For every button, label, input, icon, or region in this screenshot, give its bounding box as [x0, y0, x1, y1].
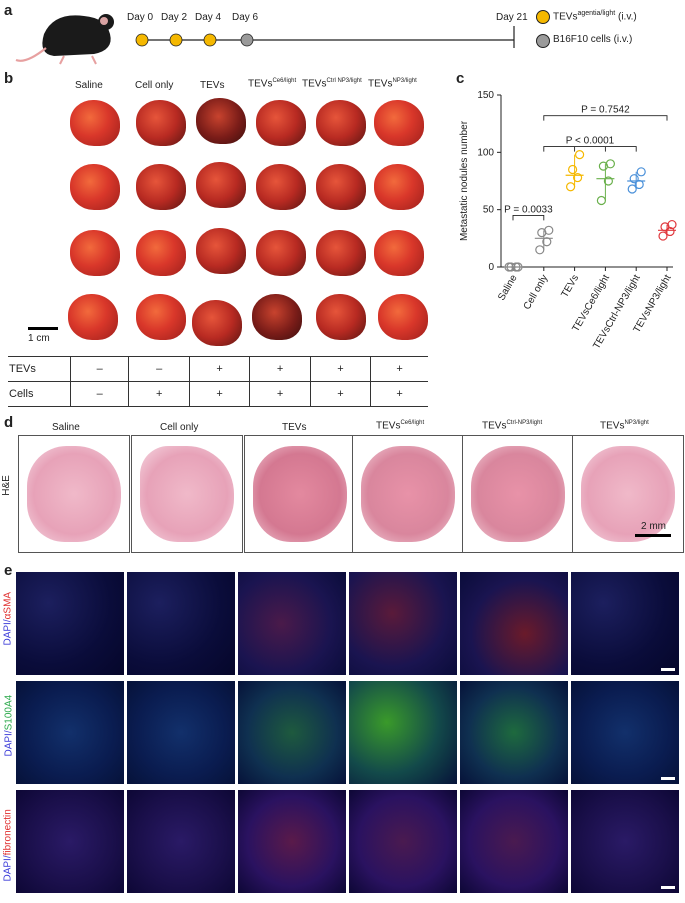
scale-bar	[28, 327, 58, 330]
significance-bracket	[512, 214, 545, 221]
panel-label-c: c	[456, 70, 465, 87]
legend-tevs-dot	[536, 10, 550, 24]
y-tick-label: 50	[483, 205, 495, 216]
data-point	[513, 262, 523, 272]
x-tick-label: Cell only	[522, 273, 551, 312]
group-header: TEVsNP3/light	[368, 78, 417, 90]
day-label: Day 0	[127, 12, 154, 23]
he-scale-bar-label: 2 mm	[641, 521, 666, 532]
x-tick-label: Saline	[496, 273, 520, 303]
data-point	[658, 231, 668, 241]
scale-bar	[661, 886, 675, 889]
y-tick-label: 100	[477, 147, 494, 158]
data-point	[506, 262, 516, 272]
fluor-row-label: DAPI/αSMA	[2, 591, 14, 646]
data-point	[544, 225, 554, 235]
group-header: Cell only	[135, 80, 174, 91]
day-label: Day 2	[161, 12, 188, 23]
data-point	[574, 150, 585, 160]
panel-label-a: a	[4, 2, 13, 19]
p-value-label: P = 0.7542	[581, 105, 630, 116]
he-header: TEVs	[282, 422, 307, 433]
he-image	[131, 435, 243, 553]
data-point	[605, 159, 615, 169]
group-header: TEVs	[200, 80, 225, 91]
he-image	[244, 435, 356, 553]
y-tick-label: 0	[488, 262, 494, 273]
legend-tevs-label: TEVsagentia/light (i.v.)	[553, 10, 637, 23]
y-tick-label: 150	[477, 90, 494, 101]
data-point	[572, 172, 583, 183]
fluor-row-label: DAPI/S100A4	[3, 694, 15, 757]
nodules-scatter-chart: 0 50 100 150 Metastatic nodules number Saline…	[459, 90, 677, 351]
panel-label-b: b	[4, 70, 14, 87]
data-point	[565, 182, 576, 192]
he-row-label: H&E	[0, 475, 12, 496]
p-value-label: P < 0.0001	[566, 136, 615, 147]
data-point	[596, 195, 606, 206]
data-point	[603, 176, 613, 186]
data-point	[542, 237, 552, 247]
he-image	[18, 435, 130, 553]
legend-cells-dot	[536, 34, 550, 48]
data-point	[634, 179, 644, 190]
panel-label-e: e	[4, 562, 13, 579]
significance-bracket	[543, 146, 637, 152]
y-axis-label: Metastatic nodules number	[459, 120, 470, 241]
treatment-table: TEVs – – + + + + Cells – + + + + +	[8, 356, 428, 407]
scale-bar-label: 1 cm	[28, 333, 50, 344]
data-point	[665, 226, 675, 237]
he-header: Saline	[52, 422, 80, 433]
table-row: TEVs – – + + + +	[8, 356, 428, 382]
scale-bar	[661, 777, 675, 780]
day-label: Day 6	[232, 12, 259, 23]
group-header: TEVsCtrl NP3/light	[302, 78, 362, 90]
scale-bar	[635, 534, 671, 537]
he-image	[462, 435, 574, 553]
scale-bar	[661, 668, 675, 671]
data-point	[627, 184, 637, 194]
timeline	[135, 26, 515, 48]
data-point	[629, 174, 639, 184]
legend-cells-label: B16F10 cells (i.v.)	[553, 34, 633, 45]
data-point	[567, 164, 578, 175]
he-header: TEVsCe6/light	[376, 420, 425, 432]
he-header: Cell only	[160, 422, 199, 433]
x-tick-label: TEVs	[559, 273, 581, 300]
data-point	[535, 245, 545, 255]
he-header: TEVsCtrl-NP3/light	[482, 420, 543, 432]
data-point	[636, 167, 646, 177]
group-header: TEVsCe6/light	[248, 78, 297, 90]
significance-bracket	[543, 115, 668, 121]
data-point	[667, 219, 677, 230]
day-label: Day 21	[496, 12, 528, 23]
table-row: Cells – + + + + +	[8, 381, 428, 407]
p-value-label: P = 0.0033	[504, 204, 553, 215]
mouse-icon	[15, 14, 116, 65]
he-image	[572, 435, 684, 553]
he-header: TEVsNP3/light	[600, 420, 649, 432]
panel-label-d: d	[4, 414, 14, 431]
he-image	[352, 435, 464, 553]
fluor-row-label: DAPI/fibronectin	[2, 809, 14, 882]
group-header: Saline	[75, 80, 103, 91]
day-label: Day 4	[195, 12, 222, 23]
